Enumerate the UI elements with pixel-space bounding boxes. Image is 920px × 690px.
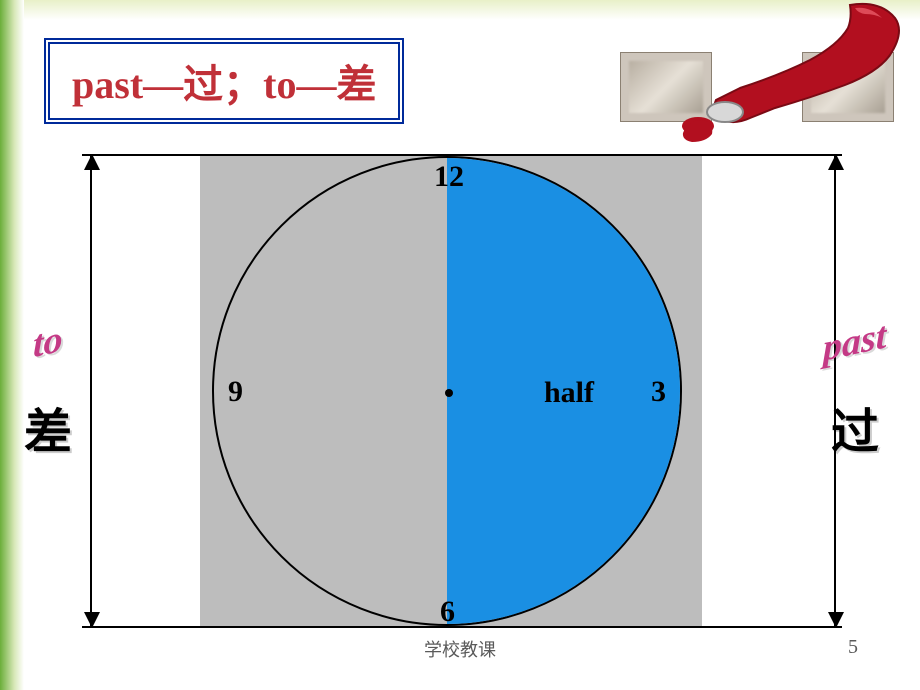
top-gradient (0, 0, 920, 20)
decor-photo-2 (802, 52, 894, 122)
footer-text: 学校教课 (0, 636, 920, 662)
left-side-label: to 差 (8, 320, 88, 462)
clock-diagram: 12 3 6 9 half (82, 150, 842, 630)
num-12: 12 (434, 160, 464, 194)
half-label: half (544, 376, 594, 410)
center-dot (445, 389, 453, 397)
bottom-baseline (82, 626, 842, 628)
right-en: past (823, 313, 886, 370)
left-arrow (90, 156, 92, 626)
num-3: 3 (651, 375, 666, 409)
title-box: past—过；to—差 (44, 38, 404, 124)
num-6: 6 (440, 595, 455, 629)
left-en: to (33, 317, 63, 367)
page-number: 5 (848, 636, 858, 659)
num-9: 9 (228, 375, 243, 409)
left-cn: 差 (8, 392, 88, 462)
right-cn: 过 (795, 392, 915, 462)
decor-photo-1 (620, 52, 712, 122)
title-text: past—过；to—差 (72, 62, 376, 107)
right-side-label: past 过 (795, 320, 915, 462)
